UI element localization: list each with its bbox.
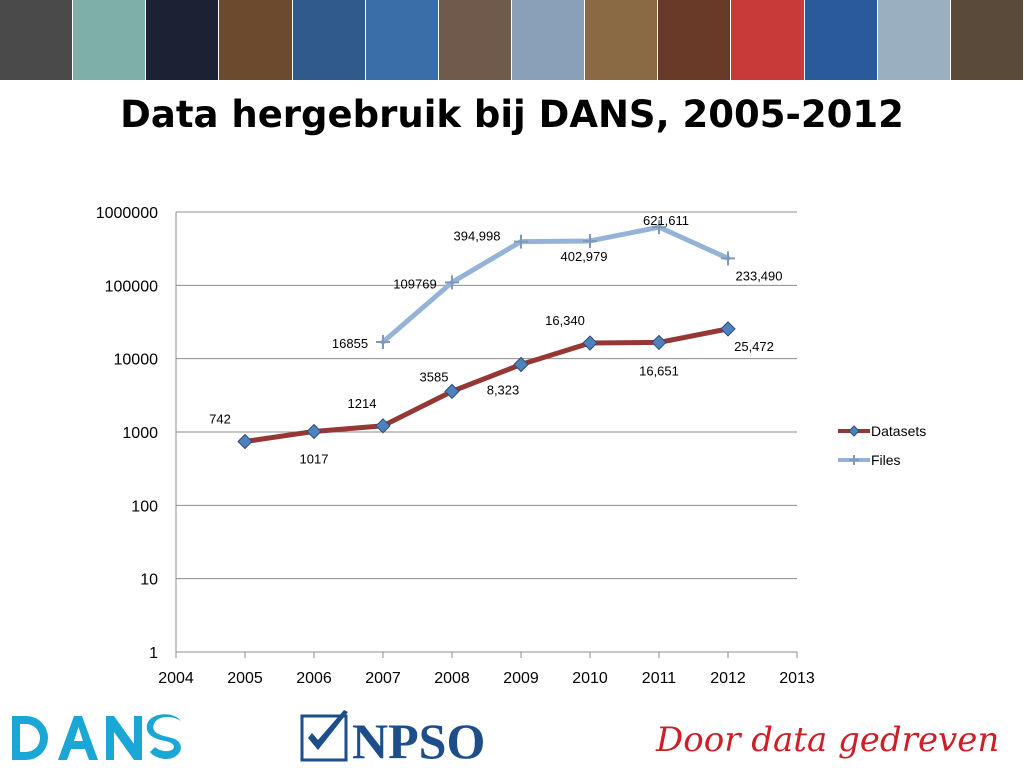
data-point-files (721, 251, 735, 266)
slogan: Door data gedreven (656, 720, 1000, 760)
legend-label-datasets: Datasets (871, 423, 926, 439)
banner-photo-12 (877, 0, 951, 80)
legend-marker-datasets (848, 425, 860, 437)
banner-photo-2 (146, 0, 220, 80)
data-point-datasets (237, 433, 253, 450)
data-point-files (376, 335, 390, 350)
data-point-datasets (513, 356, 529, 373)
banner-photo-9 (658, 0, 732, 80)
data-label-datasets: 8,323 (487, 383, 520, 398)
banner-photo-3 (219, 0, 293, 80)
data-label-datasets: 1214 (348, 396, 377, 411)
data-label-datasets: 16,651 (639, 363, 679, 378)
x-tick-label: 2010 (572, 670, 608, 687)
data-point-datasets (375, 418, 391, 434)
banner-photo-6 (438, 0, 512, 80)
data-point-files (652, 220, 666, 235)
series-line-datasets (242, 326, 731, 445)
data-label-datasets: 25,472 (734, 339, 774, 354)
banner-photo-13 (950, 0, 1024, 80)
npso-logo: NPSO (300, 710, 485, 764)
y-tick-label: 10 (140, 572, 158, 589)
y-tick-label: 1000 (122, 425, 158, 442)
data-label-datasets: 16,340 (545, 313, 585, 328)
data-label-files: 402,979 (561, 249, 608, 264)
data-point-datasets (444, 383, 460, 400)
y-tick-label: 1 (149, 645, 158, 662)
data-label-files: 621,611 (643, 213, 689, 228)
x-tick-label: 2005 (227, 670, 263, 687)
legend-label-files: Files (871, 452, 901, 468)
banner-photo-4 (292, 0, 366, 80)
data-point-datasets (582, 335, 598, 351)
data-point-datasets (306, 423, 322, 440)
legend-marker-files (849, 455, 859, 465)
photo-banner (0, 0, 1024, 80)
x-tick-label: 2007 (365, 670, 401, 687)
x-tick-label: 2013 (779, 670, 815, 687)
y-tick-label: 100 (131, 498, 158, 515)
data-label-datasets: 742 (209, 412, 231, 427)
line-chart: 1 10 100 1000 10000 100000 1000000 2004 2005 2006… (96, 205, 927, 687)
y-tick-label: 1000000 (96, 205, 158, 222)
slide-title: Data hergebruik bij DANS, 2005-2012 (120, 93, 904, 136)
data-label-datasets: 3585 (420, 369, 449, 384)
data-point-datasets (651, 334, 667, 351)
x-tick-label: 2008 (434, 670, 470, 687)
x-tick-label: 2012 (710, 670, 746, 687)
data-point-files (514, 234, 528, 249)
x-tick-label: 2011 (642, 670, 677, 687)
data-label-files: 16855 (332, 336, 368, 351)
banner-photo-0 (0, 0, 74, 80)
x-tick-label: 2009 (503, 670, 539, 687)
x-tick-label: 2004 (158, 670, 194, 687)
banner-photo-5 (365, 0, 439, 80)
y-tick-label: 10000 (114, 352, 159, 369)
banner-photo-1 (73, 0, 147, 80)
banner-photo-10 (731, 0, 805, 80)
data-label-files: 394,998 (454, 229, 501, 244)
dans-logo (12, 714, 182, 760)
data-point-datasets (720, 321, 736, 337)
data-point-files (445, 275, 459, 290)
data-point-files (583, 233, 597, 248)
npso-text: NPSO (352, 713, 485, 764)
data-label-files: 233,490 (736, 268, 783, 283)
data-label-datasets: 1017 (300, 451, 329, 466)
banner-photo-11 (804, 0, 878, 80)
banner-photo-7 (511, 0, 586, 80)
data-label-files: 109769 (393, 276, 436, 291)
y-tick-label: 100000 (105, 278, 158, 295)
x-tick-label: 2006 (296, 670, 332, 687)
series-line-files (380, 224, 731, 345)
banner-photo-8 (585, 0, 659, 80)
